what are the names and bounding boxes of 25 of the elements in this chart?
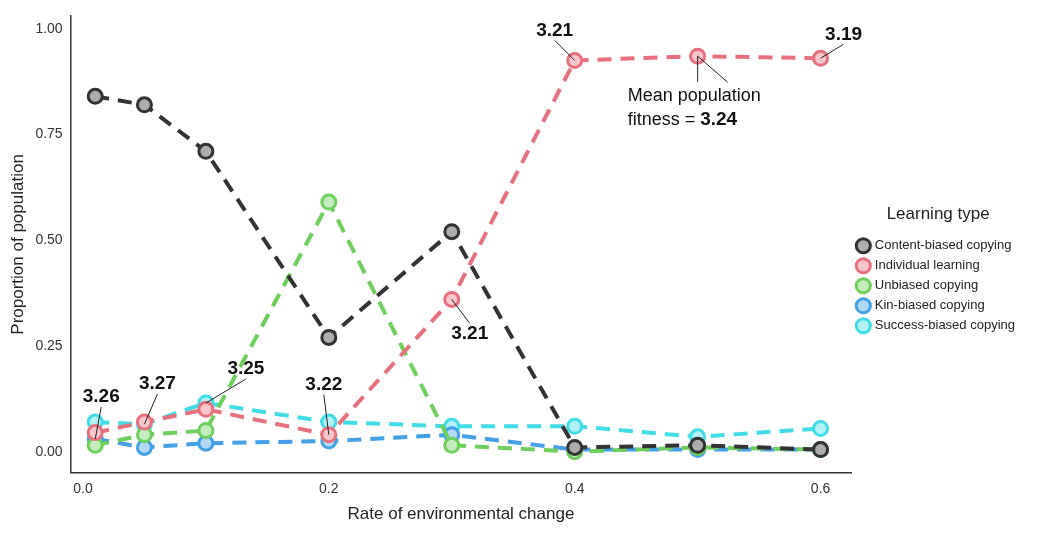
annotation: 3.19 xyxy=(825,22,863,44)
legend-label: Success-biased copying xyxy=(874,317,1016,333)
legend-label: Individual learning xyxy=(874,257,980,273)
x-tick-label: 0.2 xyxy=(319,480,339,497)
y-axis-title: Proportion of population xyxy=(7,154,27,335)
legend-title: Learning type xyxy=(886,203,990,223)
legend-label: Kin-biased copying xyxy=(874,297,985,313)
annotation: 3.22 xyxy=(305,372,343,394)
y-tick-label: 0.75 xyxy=(35,125,63,142)
y-tick-label: 0.50 xyxy=(35,231,63,248)
annotation: 3.26 xyxy=(82,385,120,407)
x-tick-label: 0.4 xyxy=(564,480,585,497)
x-tick-label: 0.0 xyxy=(73,480,93,497)
legend-label: Content-biased copying xyxy=(874,237,1012,253)
y-tick-label: 0.25 xyxy=(35,336,63,353)
x-tick-label: 0.6 xyxy=(810,480,831,497)
annotation: 3.21 xyxy=(451,321,489,343)
y-tick-label: 0.00 xyxy=(35,442,63,459)
x-axis-title: Rate of environmental change xyxy=(347,504,575,524)
annotation: 3.21 xyxy=(536,18,574,40)
annotation: Mean population fitness = 3.24 xyxy=(627,85,761,130)
legend-label: Unbiased copying xyxy=(874,277,979,293)
y-tick-label: 1.00 xyxy=(35,19,63,36)
annotation: 3.25 xyxy=(227,357,265,379)
annotation: 3.27 xyxy=(138,372,176,394)
